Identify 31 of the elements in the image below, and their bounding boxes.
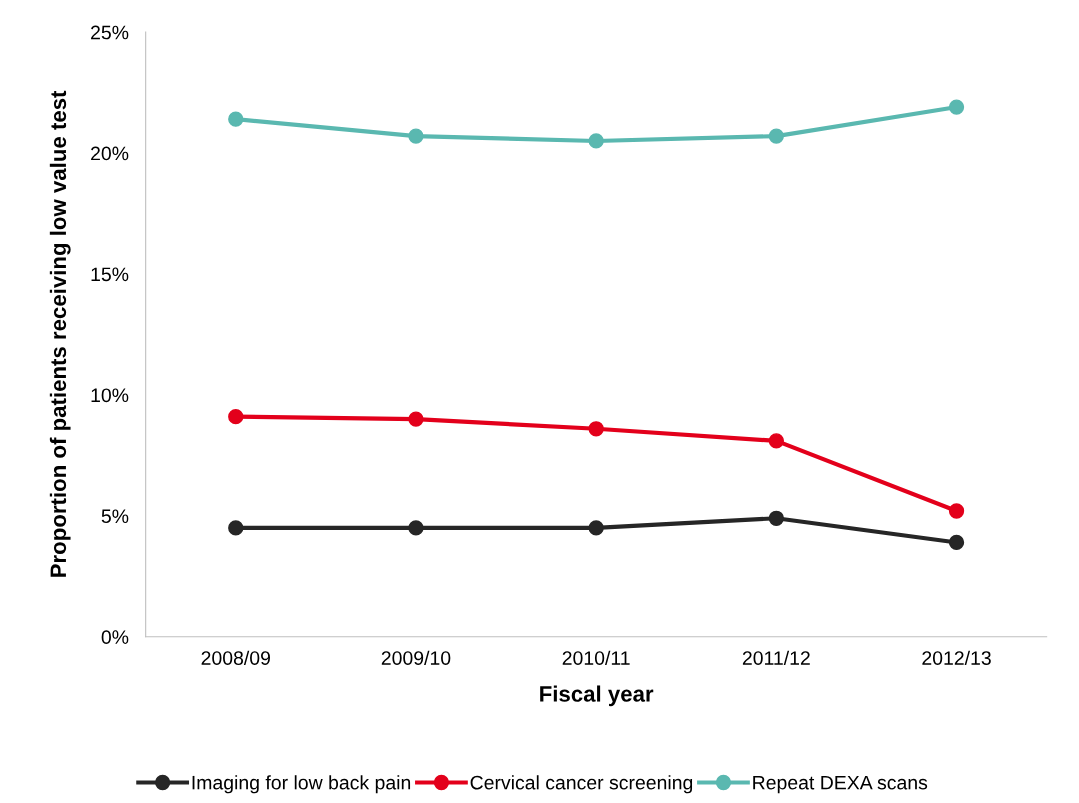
y-axis-title: Proportion of patients receiving low value test — [49, 90, 71, 577]
point — [948, 534, 965, 551]
y-tick-label: 0% — [101, 630, 129, 645]
legend-label: Cervical cancer screening — [470, 775, 693, 794]
y-tick-label: 15% — [91, 267, 129, 282]
point — [768, 433, 784, 449]
point — [768, 510, 784, 526]
y-tick-label: 5% — [101, 509, 129, 524]
legend-label: Imaging for low back pain — [192, 775, 411, 794]
point — [588, 520, 604, 536]
point — [408, 128, 424, 144]
point — [228, 409, 244, 425]
y-tick-label: 10% — [91, 388, 129, 403]
point — [948, 99, 965, 115]
y-tick-label: 25% — [91, 25, 129, 40]
x-tick-label: 2009/10 — [381, 650, 451, 665]
y-tick-label: 20% — [91, 146, 129, 161]
point — [408, 411, 424, 427]
x-tick-label: 2010/11 — [562, 650, 630, 665]
x-axis-title: Fiscal year — [540, 685, 654, 707]
point — [228, 111, 244, 127]
x-tick-label: 2012/13 — [922, 650, 991, 665]
point — [408, 520, 424, 536]
point — [588, 421, 604, 437]
x-tick-label: 2011/12 — [742, 650, 810, 665]
point — [768, 128, 784, 144]
legend-label: Repeat DEXA scans — [753, 775, 928, 794]
point — [228, 520, 244, 536]
point — [948, 503, 965, 519]
point — [588, 133, 604, 149]
x-tick-label: 2008/09 — [201, 650, 270, 665]
